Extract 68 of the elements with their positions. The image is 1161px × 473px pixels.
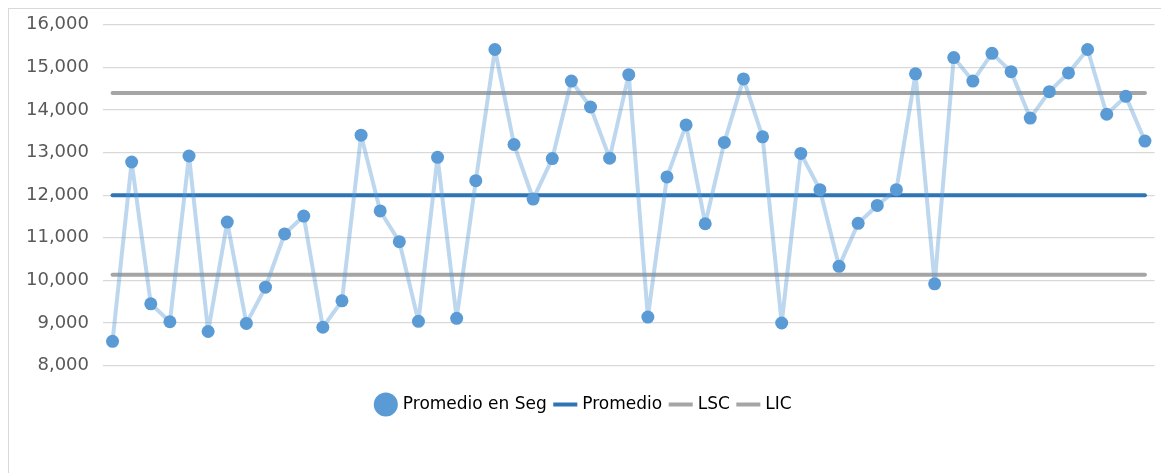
point xyxy=(832,259,846,273)
legend-label: Promedio en Seg xyxy=(402,392,547,413)
point xyxy=(1004,65,1018,79)
point xyxy=(851,216,865,230)
point xyxy=(889,183,903,197)
point xyxy=(756,130,770,144)
point xyxy=(488,43,502,57)
point xyxy=(947,51,961,65)
point xyxy=(1042,85,1056,99)
point xyxy=(450,311,464,325)
point xyxy=(469,174,483,188)
y-tick-label: 9,000 xyxy=(37,310,89,332)
point xyxy=(278,227,292,241)
y-tick-label: 13,000 xyxy=(26,140,89,162)
point xyxy=(1061,66,1075,80)
point xyxy=(928,277,942,291)
y-tick-label: 14,000 xyxy=(26,97,89,119)
point xyxy=(679,118,693,132)
point xyxy=(717,135,731,149)
point xyxy=(870,198,884,212)
point xyxy=(985,46,999,60)
point xyxy=(775,316,789,330)
point xyxy=(316,320,330,334)
legend-label: LIC xyxy=(765,392,792,413)
point xyxy=(909,67,923,81)
point xyxy=(622,68,636,82)
point xyxy=(736,72,750,86)
y-tick-label: 16,000 xyxy=(26,12,89,34)
point xyxy=(373,204,387,218)
legend-label: Promedio xyxy=(582,392,663,413)
point xyxy=(1023,111,1037,125)
point xyxy=(239,316,253,330)
point xyxy=(258,280,272,294)
point xyxy=(201,325,215,339)
point xyxy=(641,310,655,324)
point xyxy=(125,155,139,169)
y-tick-label: 12,000 xyxy=(26,182,89,204)
point xyxy=(564,74,578,88)
y-tick-label: 8,000 xyxy=(37,353,89,375)
point xyxy=(966,74,980,88)
point xyxy=(335,294,349,308)
point xyxy=(411,314,425,328)
point xyxy=(1081,43,1095,57)
y-tick-label: 15,000 xyxy=(26,55,89,77)
point xyxy=(603,151,617,165)
legend-label: LSC xyxy=(697,392,730,413)
point xyxy=(182,149,196,163)
point xyxy=(220,215,234,229)
point xyxy=(1100,107,1114,121)
point xyxy=(1119,89,1133,103)
y-tick-label: 11,000 xyxy=(26,225,89,247)
point xyxy=(526,192,540,206)
point xyxy=(584,100,597,114)
point xyxy=(1138,134,1152,148)
point xyxy=(297,209,311,223)
y-tick-label: 10,000 xyxy=(26,268,89,290)
point xyxy=(431,150,445,164)
point xyxy=(660,170,674,184)
point xyxy=(163,315,177,329)
point xyxy=(698,217,712,231)
point xyxy=(507,138,521,152)
point xyxy=(392,235,406,249)
point xyxy=(144,297,158,311)
point xyxy=(106,334,120,348)
point xyxy=(354,128,368,142)
point xyxy=(794,146,808,160)
point xyxy=(813,183,827,197)
point xyxy=(545,152,559,166)
